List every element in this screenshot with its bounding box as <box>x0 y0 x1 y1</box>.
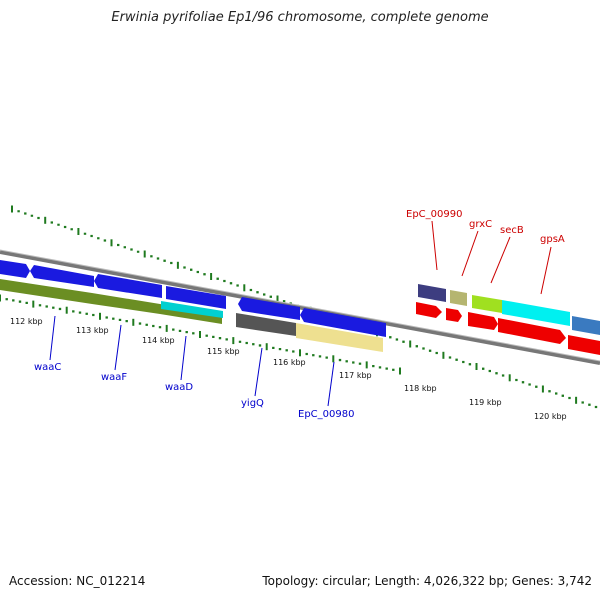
gene-label-gpsA: gpsA <box>540 234 565 245</box>
gene-feature <box>296 323 383 352</box>
gene-feature <box>446 308 462 322</box>
tick-label: 113 kbp <box>76 326 109 335</box>
tick-label: 115 kbp <box>207 347 240 356</box>
gene-feature <box>161 301 223 318</box>
gene-feature <box>30 265 94 287</box>
gene-label-waaD: waaD <box>165 382 193 393</box>
gene-feature <box>238 297 300 320</box>
forward-features <box>0 260 386 337</box>
gene-feature <box>0 260 30 278</box>
genome-summary-text: Topology: circular; Length: 4,026,322 bp… <box>262 574 592 588</box>
gene-label-EpC_00980: EpC_00980 <box>298 409 354 420</box>
gene-label-EpC_00990: EpC_00990 <box>406 209 462 220</box>
gene-feature <box>92 293 160 314</box>
tick-label: 114 kbp <box>142 336 175 345</box>
tick-label: 116 kbp <box>273 358 306 367</box>
gene-feature <box>472 295 502 313</box>
gene-feature <box>498 318 566 344</box>
accession-text: Accession: NC_012214 <box>9 574 146 588</box>
gene-feature <box>568 335 600 355</box>
tick-label: 120 kbp <box>534 412 567 421</box>
gene-feature <box>300 308 386 337</box>
reverse-features <box>0 279 383 352</box>
tick-label: 118 kbp <box>404 384 437 393</box>
gene-feature <box>468 312 498 330</box>
tick-labels: 112 kbp 113 kbp 114 kbp 115 kbp 116 kbp … <box>10 317 567 421</box>
top-gene-labels: EpC_00990 grxC secB gpsA <box>406 209 565 295</box>
gene-feature <box>94 274 162 298</box>
gene-feature <box>0 279 92 304</box>
right-cluster-features <box>416 284 600 355</box>
gene-feature <box>502 300 570 326</box>
gene-feature <box>450 290 467 306</box>
gene-feature <box>418 284 446 302</box>
gene-label-waaF: waaF <box>101 372 127 383</box>
gene-label-grxC: grxC <box>469 219 492 230</box>
gene-feature <box>166 286 226 309</box>
outer-ruler <box>11 205 598 409</box>
map-title: Erwinia pyrifoliae Ep1/96 chromosome, co… <box>111 10 489 25</box>
gene-feature <box>572 316 600 335</box>
tick-label: 119 kbp <box>469 398 502 407</box>
gene-label-yigQ: yigQ <box>241 398 264 409</box>
inner-ruler <box>0 294 401 375</box>
gene-label-secB: secB <box>500 225 524 236</box>
gene-label-waaC: waaC <box>34 362 61 373</box>
gene-feature <box>416 302 442 318</box>
gene-feature <box>236 313 296 336</box>
tick-label: 112 kbp <box>10 317 43 326</box>
bottom-gene-labels: waaC waaF waaD yigQ EpC_00980 <box>34 315 354 420</box>
tick-label: 117 kbp <box>339 371 372 380</box>
